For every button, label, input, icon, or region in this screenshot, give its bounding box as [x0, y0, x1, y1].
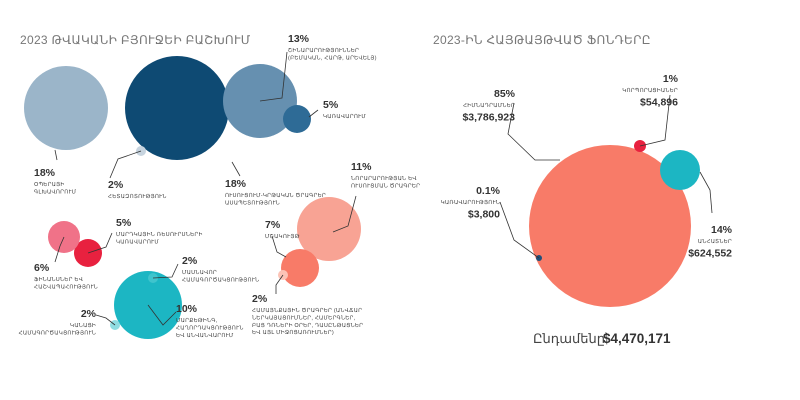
leader-10 [54, 236, 65, 263]
funds-chart-title: 2023-ԻՆ ՀԱՅԹԱՅԹՎԱԾ ՖՈՆԴԵՐԸ [433, 33, 651, 47]
fund-amount-label-3: $54,896 [640, 96, 678, 108]
category-label-6-2: ՈՒՍՈՒՑՄԱՆ ԾՐԱԳՐԵՐ [351, 182, 420, 189]
category-label-4-1: ԿԱՌԱՎԱՐՈՒՄ [323, 113, 366, 120]
fund-leader-1 [507, 102, 560, 161]
category-label-11-3: ԵՎ ԱՆՎԱՆՎԱՐՈՒՄ [176, 332, 234, 339]
leader-9 [87, 232, 113, 254]
pct-label-9: 5% [116, 217, 132, 229]
pct-label-11: 10% [176, 303, 198, 315]
category-label-10-2: ՀԱՇՎԱՊԱՀՈՒԹՅՈՒՆ [34, 283, 99, 290]
category-label-9-1: ՄԱՐԴԿԱՅԻՆ ՌԵՍՈՒՐՍՆԵՐԻ [116, 231, 203, 238]
leader-4 [308, 109, 319, 118]
pct-label-7: 7% [265, 219, 281, 231]
category-label-10-1: ՖԻՆԱՆՍՆԵՐ ԵՎ [34, 276, 84, 283]
pct-label-3: 13% [288, 33, 310, 45]
fund-leader-3 [639, 94, 671, 147]
category-label-11-1: ՄԱՐՔԵԹԻՆԳ, [176, 317, 218, 324]
pct-label-1: 18% [34, 167, 56, 179]
pct-label-8: 2% [252, 293, 268, 305]
category-label-7-1: ՄՇԱԿՈՒՅԹ [265, 233, 301, 240]
category-label-13-2: ՀԱՄԱԳՈՐԾԱԿՑՈՒԹՅՈՒՆ [19, 329, 97, 336]
pct-label-6: 11% [351, 161, 372, 173]
category-label-2-2: ԱՍԱՊԵՏՈՒԹՅՈՒՆ [225, 199, 281, 206]
pct-label-10: 6% [34, 262, 50, 274]
fund-amount-label-4: $3,800 [468, 208, 500, 220]
leader-1 [54, 149, 58, 161]
category-label-9-2: ԿԱՌԱՎԱՐՈՒՄ [116, 238, 159, 245]
leader-11 [147, 304, 177, 326]
fund-category-label-2-1: ԱՆՀԱՏՆԵՐ [698, 238, 732, 245]
category-label-11-2: ՀԱՂՈՐԴԱԿՑՈՒԹՅՈՒՆ [176, 324, 244, 331]
category-label-6-1: ՆՈՐԱՐԱՐՈՒԹՅԱՆ ԵՎ [351, 175, 417, 182]
bubble-2 [125, 56, 229, 160]
pct-label-12: 2% [182, 255, 198, 267]
budget-chart-title: 2023 ԹՎԱԿԱՆԻ ԲՅՈՒՋԵԻ ԲԱՇԽՈՒՄ [20, 33, 251, 47]
category-label-8-3: ԲԱՑ ԴՌՆԵՐԻ ՕՐԵՐ, ԴԱՍԸՆԹԱՑՆԵՐ [252, 322, 363, 329]
category-label-12-2: ՀԱՄԱԳՈՐԾԱԿՑՈՒԹՅՈՒՆ [182, 276, 260, 283]
bubble-7 [281, 249, 319, 287]
fund-bubble-2 [660, 150, 700, 190]
fund-leader-4 [499, 201, 540, 259]
bubble-1 [24, 66, 108, 150]
category-label-8-2: ՆԵՐԿԱՅԱՑՈՒՄՆԵՐ, ՀԱՄԵՐԳՆԵՐ, [252, 314, 356, 321]
fund-category-label-4-1: ԿԱՌԱՎԱՐՈՒԹՅՈՒՆ [441, 199, 501, 206]
category-label-1-2: ԳԼԽԱՎՈՐՈՒՄ [34, 188, 77, 195]
fund-bubble-1 [529, 145, 691, 307]
category-label-5-1: ՀԵՏԱԶՈՏՈՒԹՅՈՒՆ [108, 193, 167, 200]
leader-8 [275, 274, 284, 294]
pct-label-5: 2% [108, 179, 124, 191]
fund-category-label-3-1: ԿՈՐՊՈՐԱՑԻԱՆԵՐ [622, 87, 678, 94]
category-label-13-1: ԿԱՆԱՑԻ [70, 322, 96, 329]
fund-leader-2 [699, 171, 713, 214]
leader-5 [109, 150, 142, 179]
fund-pct-label-1: 85% [494, 88, 516, 100]
leader-2 [231, 161, 241, 177]
bubble-4 [283, 105, 311, 133]
pct-label-13: 2% [81, 308, 97, 320]
pct-label-4: 5% [323, 99, 339, 111]
category-label-12-1: ՄԱՍՆԱՎՈՐ [182, 269, 217, 276]
leader-7 [271, 235, 287, 258]
fund-category-label-1-1: ՀԻՄՆԱԴՐԱՄՆԵՐ [463, 102, 515, 109]
pct-label-2: 18% [225, 178, 247, 190]
leader-12 [152, 263, 179, 279]
category-label-2-1: ՈՒՍՈՒՑՈՒՄ-ԿՐԹԱԿԱՆ ԾՐԱԳՐԵՐ [225, 192, 326, 199]
fund-pct-label-3: 1% [663, 73, 679, 85]
fund-amount-label-1: $3,786,923 [462, 111, 515, 123]
category-label-3-2: (ԲԵՄԱԿԱՆ, ՀԱՐԹ, ԱՐԵՎԵԼՅ) [288, 54, 377, 61]
total-label: Ընդամենը՝ [533, 331, 609, 346]
fund-pct-label-2: 14% [711, 224, 733, 236]
category-label-8-4: ԵՎ ԱՅԼ ՄԻՋՈՑԱՌՈՒՄՆԵՐ) [252, 329, 334, 336]
category-label-3-1: ՇԻՆԱՐԱՐՈՒԹՅՈՒՆՆԵՐ [288, 47, 359, 54]
category-label-1-1: ՕՊԵՐԱՅԻ [34, 181, 64, 188]
leader-13 [95, 314, 116, 326]
total-value: $4,470,171 [603, 331, 671, 346]
leader-6 [332, 195, 357, 233]
category-label-8-1: ՀԱՄԱՅՆՔԱՅԻՆ ԾՐԱԳՐԵՐ (ԱՆՎՃԱՐ [252, 307, 362, 314]
bubble-6 [297, 197, 361, 261]
fund-amount-label-2: $624,552 [688, 247, 732, 259]
fund-pct-label-4: 0.1% [476, 185, 501, 197]
leader-3 [259, 51, 288, 102]
